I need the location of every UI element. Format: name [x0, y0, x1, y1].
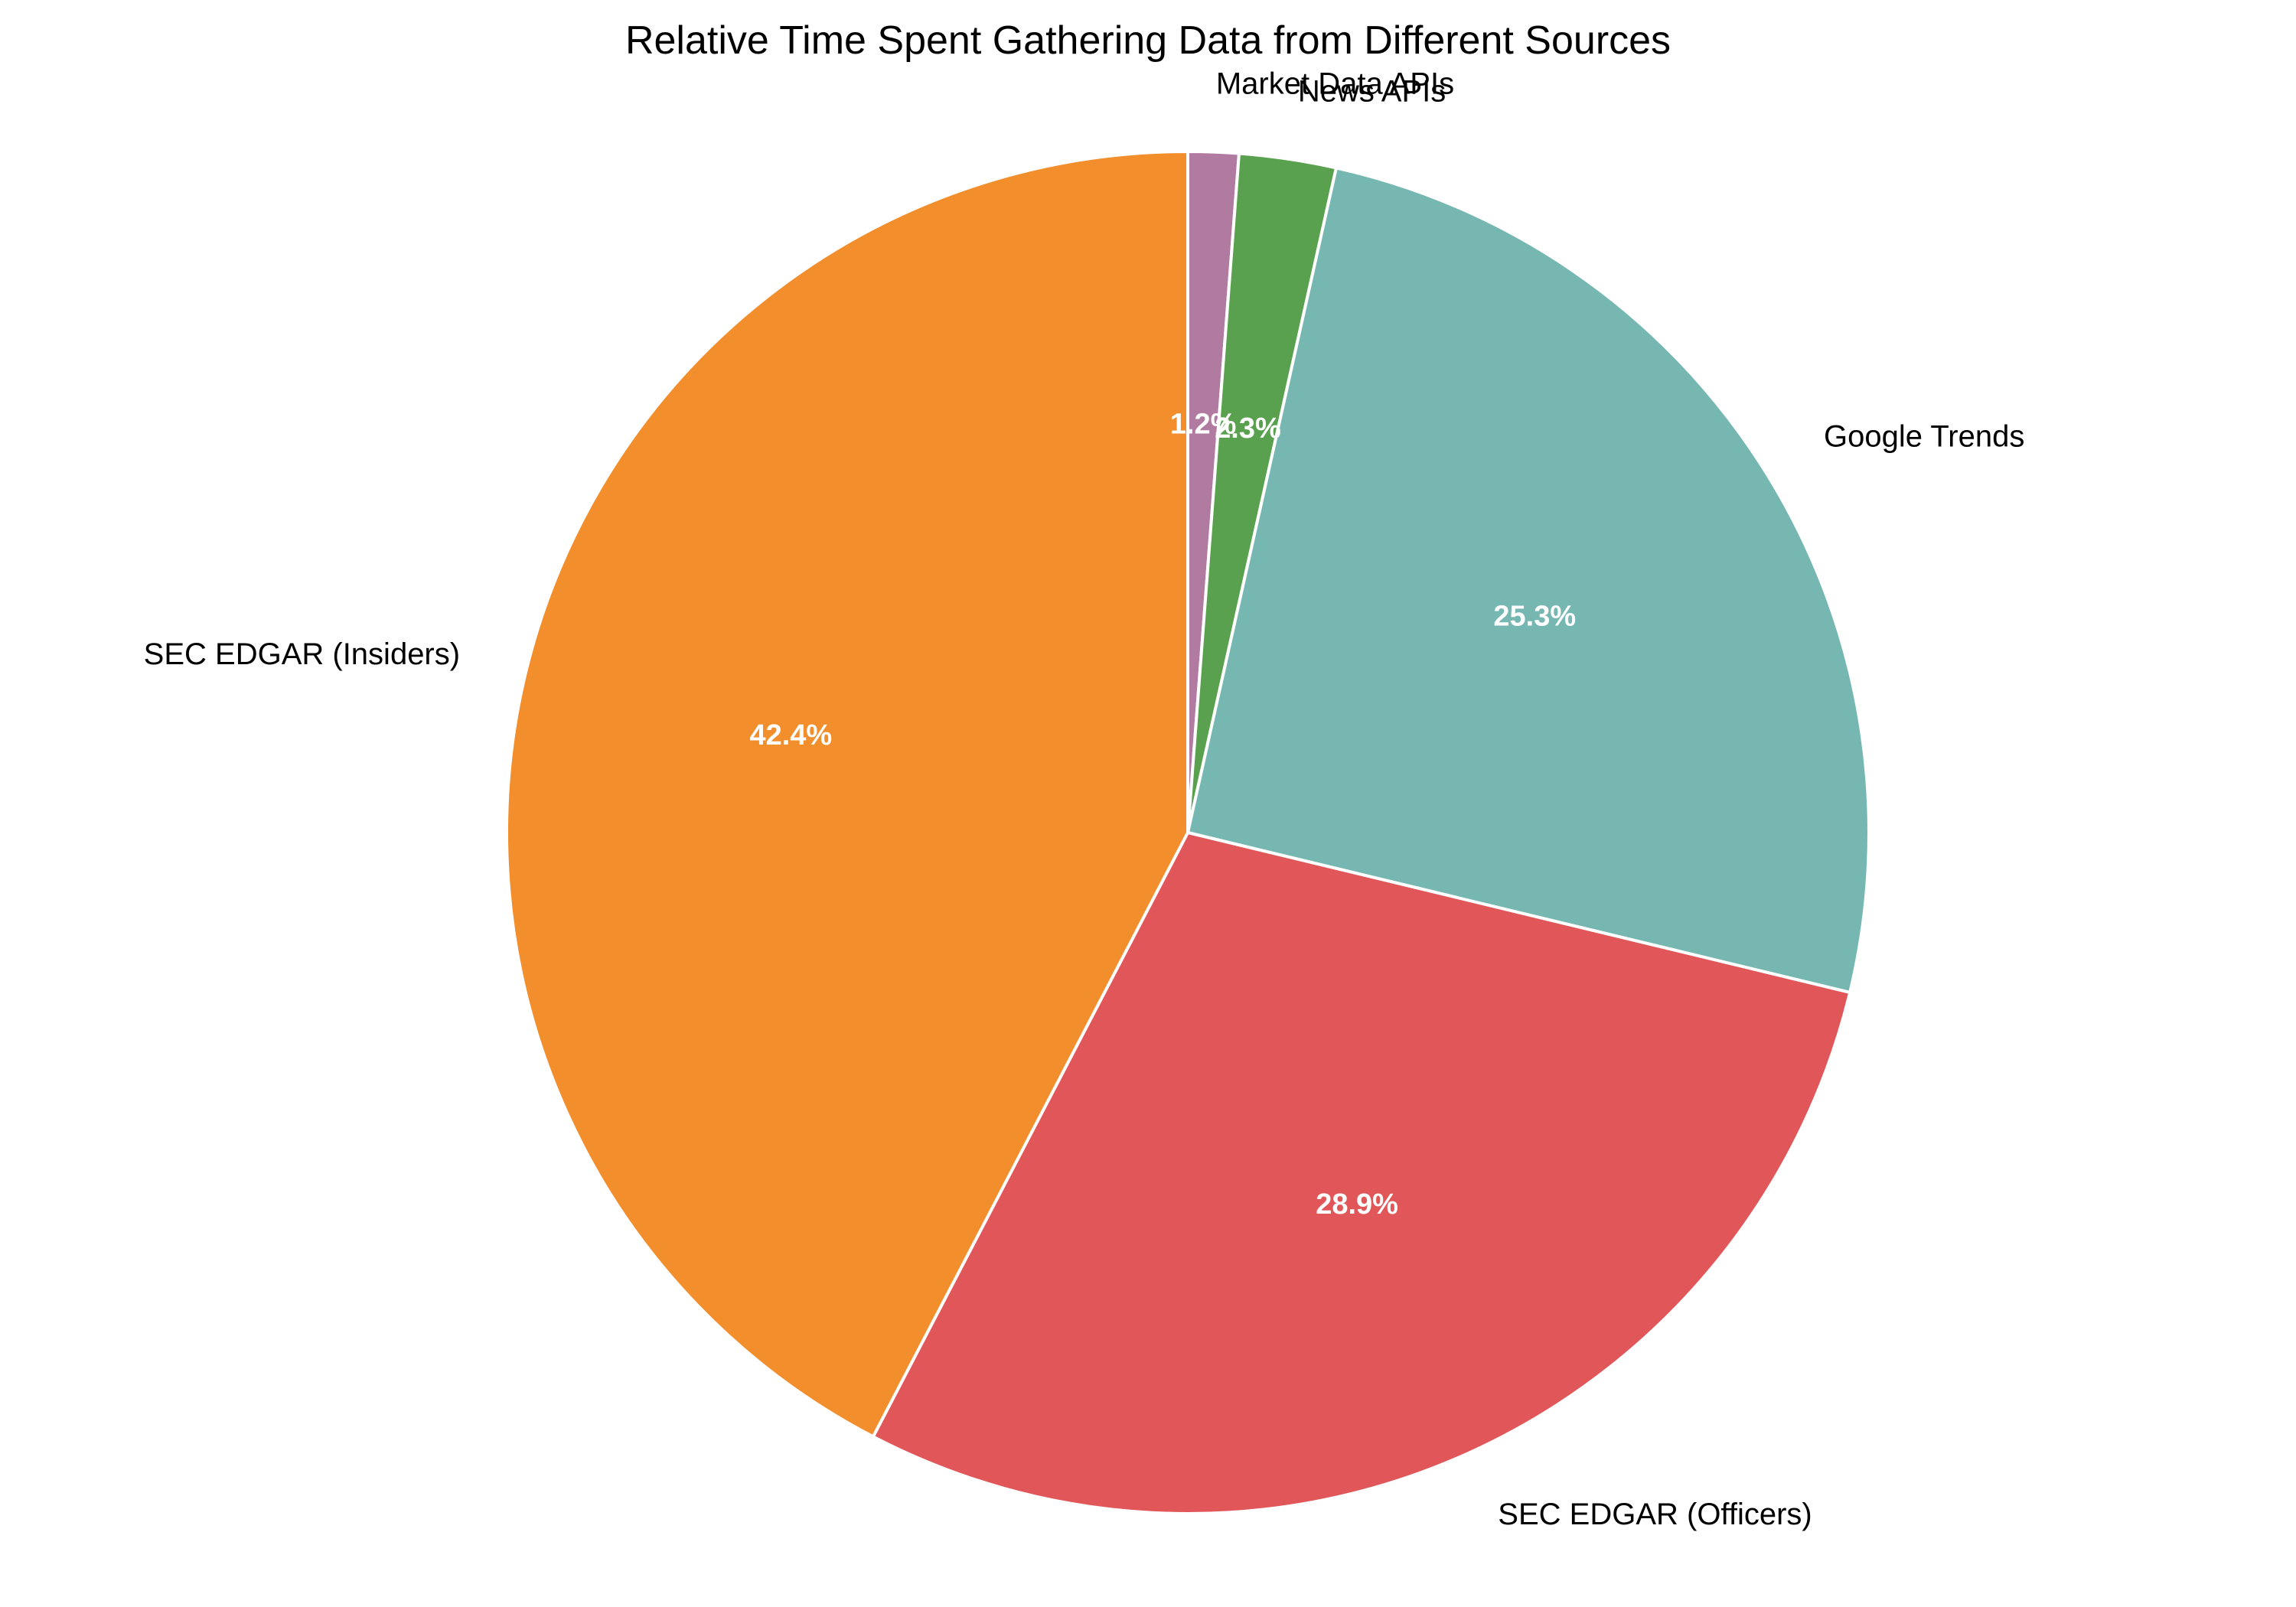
percent-label-google-trends: 25.3% — [1493, 601, 1576, 633]
percent-label-sec-edgar-insiders: 42.4% — [749, 719, 832, 751]
percent-label-news-apis: 2.3% — [1215, 412, 1281, 445]
slice-label-sec-edgar-officers: SEC EDGAR (Officers) — [1498, 1498, 1812, 1531]
slice-label-google-trends: Google Trends — [1824, 419, 2024, 453]
slice-label-sec-edgar-insiders: SEC EDGAR (Insiders) — [144, 637, 460, 671]
pie-slice-sec-edgar-officers — [871, 830, 1852, 1515]
percent-label-market-data-apis: 1.2% — [1170, 408, 1237, 440]
pie-slice-sec-edgar-insiders — [505, 149, 1189, 1439]
slice-label-news-apis: News APIs — [1298, 75, 1446, 109]
slice-label-market-data-apis: Market Data APIs — [1216, 67, 1454, 101]
percent-labels: 1.2%2.3% 25.3% 28.9% 42.4% — [749, 408, 1576, 1221]
chart-title: Relative Time Spent Gathering Data from … — [625, 18, 1671, 63]
pie-slices — [505, 149, 1870, 1515]
pie-slice-google-trends — [1186, 166, 1870, 995]
percent-label-sec-edgar-officers: 28.9% — [1316, 1188, 1398, 1221]
